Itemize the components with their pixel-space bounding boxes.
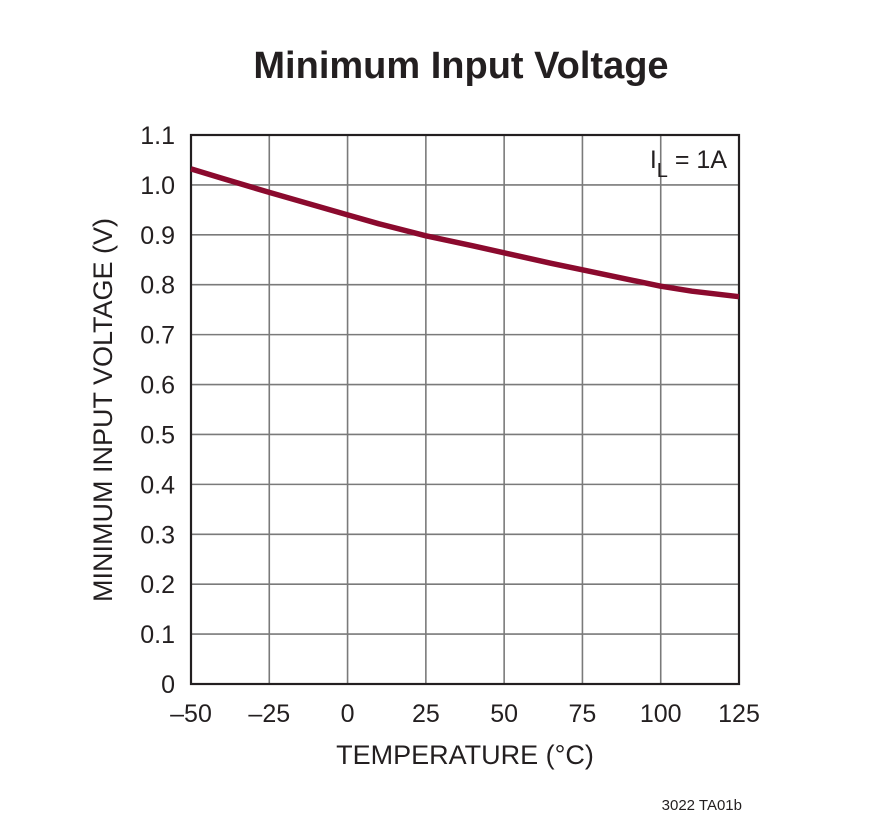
x-tick-label: 50 [490, 700, 518, 728]
y-tick-label: 1.1 [140, 122, 175, 150]
y-tick-label: 0.2 [140, 571, 175, 599]
plot-frame [189, 133, 741, 686]
chart-title: Minimum Input Voltage [253, 45, 668, 87]
x-tick-labels: –50 –25 0 25 50 75 100 125 [170, 700, 760, 728]
y-tick-label: 0.8 [140, 272, 175, 300]
y-tick-label: 0.6 [140, 372, 175, 400]
figure-id: 3022 TA01b [662, 797, 742, 814]
series-line [190, 166, 740, 300]
x-tick-label: 25 [412, 700, 440, 728]
y-tick-label: 0 [161, 671, 175, 699]
x-axis-label: TEMPERATURE (°C) [336, 740, 594, 770]
load-current-annotation: IL = 1A [650, 146, 727, 182]
x-tick-label: –25 [248, 700, 290, 728]
x-tick-label: –50 [170, 700, 212, 728]
annotation-subscript: L [657, 160, 668, 182]
annotation-rest: = 1A [668, 146, 727, 174]
y-axis-label: MINIMUM INPUT VOLTAGE (V) [88, 218, 118, 602]
x-tick-label: 125 [718, 700, 760, 728]
y-tick-labels: 0 0.1 0.2 0.3 0.4 0.5 0.6 0.7 0.8 0.9 1.0 1.1 [140, 122, 175, 699]
y-tick-label: 0.3 [140, 521, 175, 549]
y-tick-label: 0.9 [140, 222, 175, 250]
x-tick-label: 0 [341, 700, 355, 728]
y-tick-label: 0.1 [140, 621, 175, 649]
y-tick-label: 0.5 [140, 421, 175, 449]
x-tick-label: 75 [569, 700, 597, 728]
series-layer [190, 166, 740, 300]
grid [190, 134, 740, 685]
y-tick-label: 0.7 [140, 322, 175, 350]
annotation-main: I [650, 146, 657, 174]
x-tick-label: 100 [640, 700, 682, 728]
y-tick-label: 1.0 [140, 172, 175, 200]
y-tick-label: 0.4 [140, 471, 175, 499]
